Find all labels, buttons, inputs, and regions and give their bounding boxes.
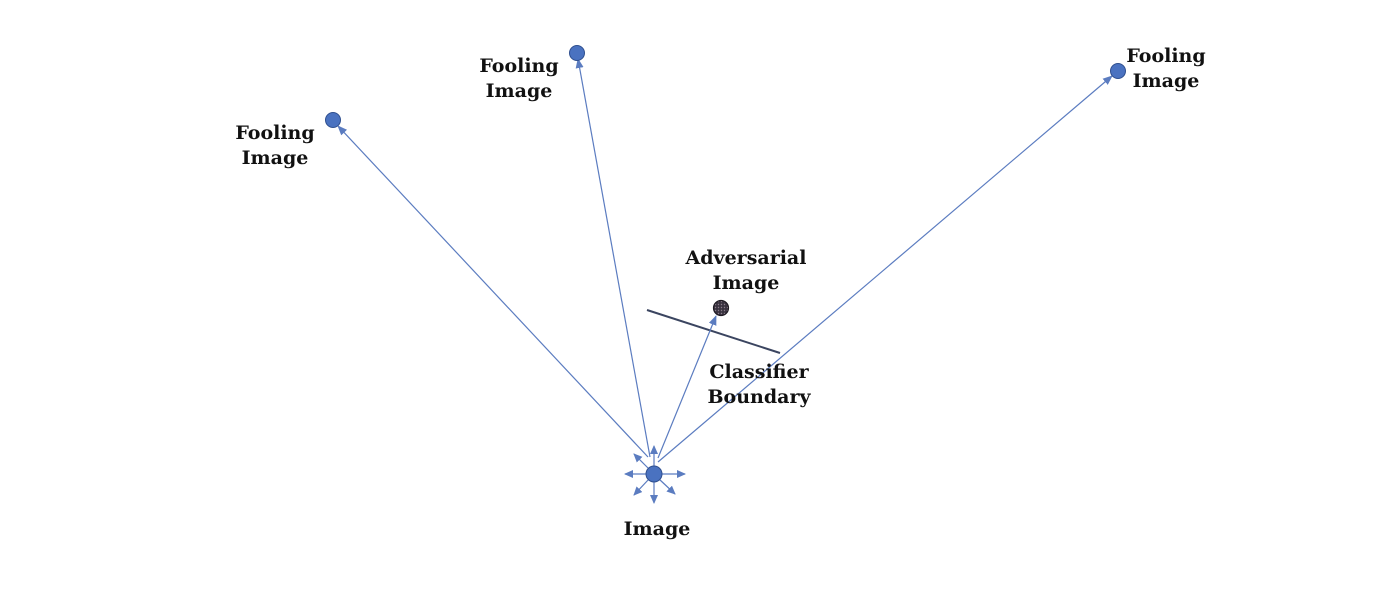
fooling-image-node-top <box>569 45 585 61</box>
fooling-image-node-right <box>1110 63 1126 79</box>
image-label: Image <box>624 517 691 542</box>
fooling-image-label-left: Fooling Image <box>235 121 314 171</box>
perturbation-arrow-up-left <box>633 453 650 470</box>
adversarial-label-line2: Image <box>712 272 780 294</box>
classifier-boundary-label: Classifier Boundary <box>707 360 810 410</box>
perturbation-arrow-down-left <box>633 478 650 496</box>
fooling-image-label-top: Fooling Image <box>479 54 558 104</box>
fooling-left-label-line2: Image <box>241 147 309 169</box>
adversarial-label-line1: Adversarial <box>685 247 807 269</box>
boundary-label-line1: Classifier <box>709 361 809 383</box>
arrow-to-fooling-top <box>575 58 651 458</box>
fooling-image-node-left <box>325 112 341 128</box>
classifier-boundary-line <box>646 309 781 354</box>
arrow-to-fooling-right <box>657 75 1113 463</box>
fooling-right-label-line2: Image <box>1132 70 1200 92</box>
fooling-top-label-line1: Fooling <box>479 55 559 77</box>
arrow-to-fooling-left <box>337 125 649 458</box>
fooling-image-label-right: Fooling Image <box>1126 44 1205 94</box>
perturbation-arrows <box>624 445 686 504</box>
image-node <box>645 465 663 483</box>
fooling-top-label-line2: Image <box>485 80 553 102</box>
adversarial-image-label: Adversarial Image <box>686 246 807 296</box>
image-label-text: Image <box>623 518 691 540</box>
adversarial-image-node <box>712 299 730 317</box>
boundary-label-line2: Boundary <box>707 386 811 408</box>
fooling-right-label-line1: Fooling <box>1126 45 1206 67</box>
perturbation-arrow-down-right <box>658 478 676 495</box>
arrow-to-adversarial <box>657 315 717 459</box>
fooling-left-label-line1: Fooling <box>235 122 315 144</box>
